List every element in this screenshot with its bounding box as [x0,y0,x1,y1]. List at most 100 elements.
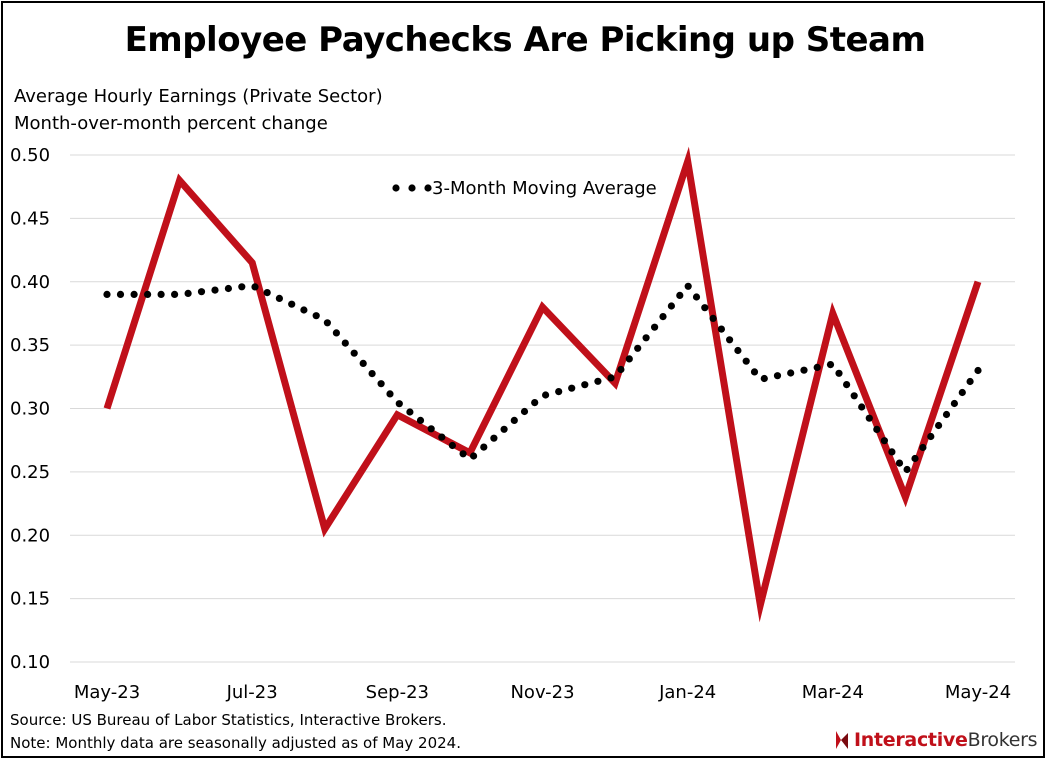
source-footnote: Source: US Bureau of Labor Statistics, I… [10,711,447,729]
y-tick-label: 0.25 [10,462,50,483]
moving-average-dot [470,452,478,460]
moving-average-dot [858,403,866,411]
moving-average-dot [350,349,358,357]
moving-average-dot [927,432,935,441]
moving-average-dot [865,414,873,422]
moving-average-dot [634,344,642,352]
moving-average-dot [531,399,539,407]
moving-average-dot [197,288,206,296]
moving-average-dot [211,286,219,294]
interactive-brokers-logo: Interactive Brokers [832,729,1038,751]
moving-average-dot [520,407,529,416]
moving-average-dot [510,416,518,424]
moving-average-dot [490,434,498,442]
moving-average-dot [386,390,394,398]
moving-average-dot [773,372,782,380]
moving-average-dot [459,450,467,458]
x-tick-label: Jan-24 [658,682,716,703]
moving-average-dot [341,339,349,347]
moving-average-dot [760,374,768,383]
moving-average-dot [709,314,717,322]
moving-average-dot [332,329,340,337]
legend-marker-dot [424,184,432,192]
moving-average-dot [734,346,742,355]
x-tick-label: Mar-24 [802,682,864,703]
moving-average-dot [171,290,179,298]
moving-average-dot [323,319,331,327]
moving-average-dot [617,365,625,374]
moving-average-dot [438,433,446,441]
moving-average-dot [288,300,296,308]
moving-average-dot [692,293,701,301]
moving-average-dot [500,425,508,433]
chart-title: Employee Paychecks Are Picking up Steam [124,20,926,60]
y-tick-label: 0.15 [10,589,50,610]
moving-average-dot [377,380,385,388]
moving-average-dot [607,374,615,382]
moving-average-dot [568,384,576,392]
moving-average-dot [684,282,692,290]
moving-average-dot [594,377,602,385]
moving-average-dot [651,323,659,331]
moving-average-dot [359,359,367,367]
y-tick-label: 0.35 [10,335,50,356]
moving-average-dot [312,312,320,320]
moving-average-dot [157,290,165,298]
moving-average-dot [966,377,974,386]
moving-average-dot [224,284,232,293]
y-tick-label: 0.45 [10,208,50,229]
moving-average-dot [416,416,425,424]
moving-average-dot [130,290,138,298]
moving-average-dot [717,325,726,333]
logo-text-brokers: Brokers [967,729,1038,751]
moving-average-dot [919,443,927,452]
chart-subtitle-measure: Average Hourly Earnings (Private Sector) [14,86,383,107]
note-footnote: Note: Monthly data are seasonally adjust… [10,734,461,752]
moving-average-dot [888,448,896,456]
moving-average-dot [873,425,881,433]
y-tick-label: 0.40 [10,272,50,293]
y-tick-label: 0.10 [10,652,50,673]
y-tick-label: 0.30 [10,399,50,420]
moving-average-dot [835,369,843,377]
moving-average-dot [950,399,959,408]
moving-average-dot [406,408,414,416]
y-tick-label: 0.20 [10,525,50,546]
moving-average-dot [742,357,750,365]
x-tick-label: May-24 [945,682,1011,703]
moving-average-dot [911,454,919,463]
moving-average-dot [895,459,904,467]
moving-average-dot [144,290,152,298]
moving-average-dot [850,392,858,400]
moving-average-dot [958,388,966,397]
moving-average-dot [826,361,835,369]
moving-average-dot [184,289,192,297]
moving-average-dot [642,334,650,342]
moving-average-dot [880,437,889,445]
moving-average-dot [103,290,111,298]
moving-average-dot [813,363,821,371]
moving-average-dot [368,370,376,378]
moving-average-dot [701,304,709,312]
moving-average-dot [903,465,911,474]
brokers-logo-icon [836,731,848,749]
x-tick-label: Jul-23 [226,682,278,703]
x-tick-label: Sep-23 [366,682,429,703]
moving-average-dot [427,425,435,433]
x-tick-label: May-23 [74,682,140,703]
y-tick-label: 0.50 [10,145,50,166]
moving-average-dot [300,306,308,314]
moving-average-dot [800,366,808,374]
moving-average-dot [480,443,488,451]
moving-average-dot [726,336,734,344]
moving-average-dot [251,283,259,291]
moving-average-dot [974,366,982,375]
moving-average-dot [676,291,684,299]
moving-average-dot [787,369,795,377]
legend-marker-dot [408,184,416,192]
moving-average-dot [238,283,246,291]
moving-average-dot [581,381,589,389]
moving-average-dot [667,302,676,310]
moving-average-dot [942,410,951,419]
